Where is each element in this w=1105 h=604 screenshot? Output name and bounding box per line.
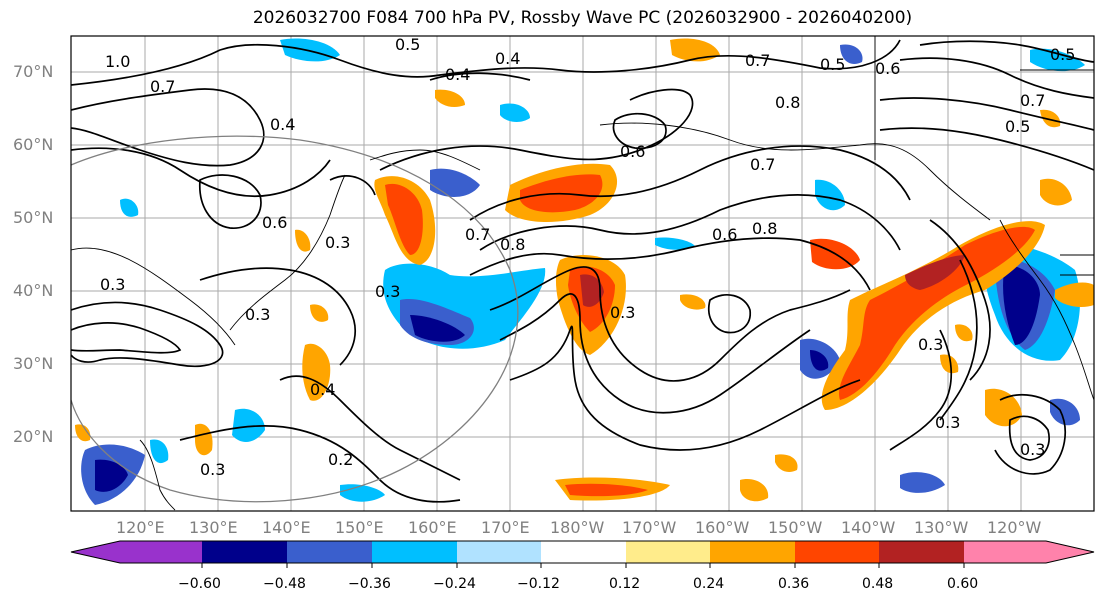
colorbar-tick-label: 0.36 xyxy=(778,576,810,592)
contour-label: 0.6 xyxy=(712,225,737,244)
contour-label: 0.3 xyxy=(200,460,225,479)
lon-label-140w: 140°W xyxy=(841,518,896,537)
lon-label-160w: 160°W xyxy=(695,518,750,537)
contour-label: 0.5 xyxy=(395,35,420,54)
coastlines xyxy=(71,36,1094,511)
lon-label-130w: 130°W xyxy=(914,518,969,537)
lat-label-50n: 50°N xyxy=(13,208,54,227)
contour-label: 0.5 xyxy=(820,55,845,74)
negative-anomalies xyxy=(81,38,1085,505)
contour-label: 0.7 xyxy=(745,51,770,70)
lon-label-160e: 160°E xyxy=(408,518,457,537)
colorbar-tick-label: −0.24 xyxy=(433,576,476,592)
colorbar-tick-label: 0.24 xyxy=(693,576,725,592)
contour-label: 0.4 xyxy=(310,380,335,399)
contour-label: 0.3 xyxy=(245,305,270,324)
contour-label: 0.4 xyxy=(270,115,295,134)
lat-label-70n: 70°N xyxy=(13,62,54,81)
contour-label: 0.7 xyxy=(750,155,775,174)
contour-label: 0.4 xyxy=(495,49,520,68)
contour-label: 0.3 xyxy=(100,275,125,294)
contour-label: 0.3 xyxy=(1020,440,1045,459)
lon-label-150e: 150°E xyxy=(335,518,384,537)
contour-label: 0.5 xyxy=(1050,45,1075,64)
colorbar-tick-label: 0.12 xyxy=(609,576,641,592)
contour-label: 0.7 xyxy=(1020,91,1045,110)
contour-label: 0.6 xyxy=(262,213,287,232)
contour-label: 1.0 xyxy=(105,52,130,71)
lon-label-130e: 130°E xyxy=(189,518,238,537)
colorbar-tick-label: −0.12 xyxy=(517,576,560,592)
contour-label: 0.7 xyxy=(465,225,490,244)
contour-label: 0.4 xyxy=(445,65,470,84)
pv-contours xyxy=(71,39,1094,503)
contour-label: 0.3 xyxy=(375,282,400,301)
lat-label-30n: 30°N xyxy=(13,354,54,373)
colorbar-tick-label: −0.60 xyxy=(178,576,221,592)
lon-label-170w: 170°W xyxy=(622,518,677,537)
contour-labels: 1.0 0.7 0.4 0.4 0.4 0.5 0.7 0.5 0.6 0.7 … xyxy=(100,35,1075,479)
colorbar-tick-label: 0.48 xyxy=(862,576,894,592)
lon-label-120w: 120°W xyxy=(987,518,1042,537)
contour-label: 0.7 xyxy=(150,77,175,96)
contour-label: 0.8 xyxy=(752,219,777,238)
reference-circle xyxy=(71,135,519,503)
lat-label-40n: 40°N xyxy=(13,281,54,300)
contour-label: 0.2 xyxy=(328,450,353,469)
contour-label: 0.3 xyxy=(935,413,960,432)
contour-label: 0.8 xyxy=(775,93,800,112)
contour-label: 0.3 xyxy=(610,303,635,322)
lat-label-20n: 20°N xyxy=(13,427,54,446)
contour-label: 0.3 xyxy=(325,233,350,252)
colorbar-tick-label: −0.48 xyxy=(263,576,306,592)
lon-label-170e: 170°E xyxy=(481,518,530,537)
colorbar-tick-label: −0.36 xyxy=(348,576,391,592)
lon-label-150w: 150°W xyxy=(768,518,823,537)
contour-label: 0.8 xyxy=(500,235,525,254)
lon-label-120e: 120°E xyxy=(116,518,165,537)
contour-label: 0.6 xyxy=(620,142,645,161)
contour-label: 0.3 xyxy=(918,335,943,354)
colorbar-tick-label: 0.60 xyxy=(947,576,979,592)
map-title: 2026032700 F084 700 hPa PV, Rossby Wave … xyxy=(252,8,913,28)
lon-label-140e: 140°E xyxy=(262,518,311,537)
contour-label: 0.6 xyxy=(875,59,900,78)
contour-label: 0.5 xyxy=(1005,117,1030,136)
colorbar xyxy=(70,540,1095,568)
lon-label-180w: 180°W xyxy=(550,518,605,537)
lat-label-60n: 60°N xyxy=(13,135,54,154)
